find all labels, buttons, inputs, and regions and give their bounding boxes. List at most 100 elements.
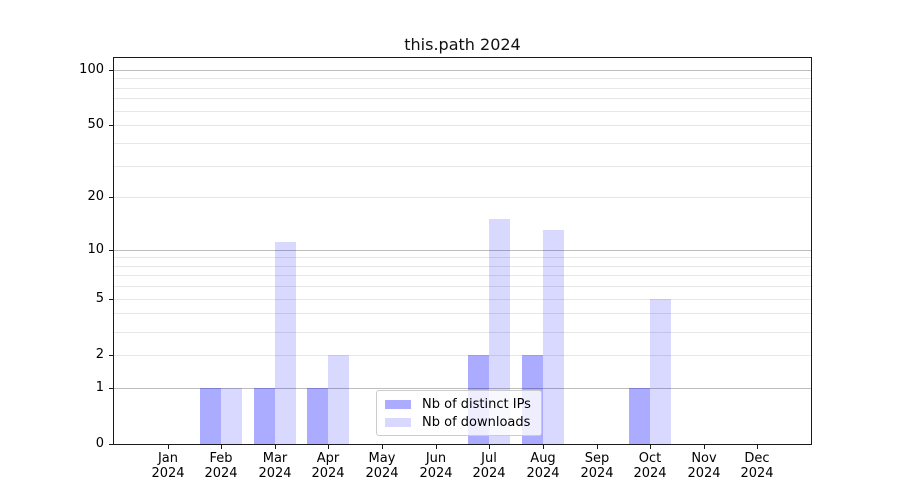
x-tick-label-month: Oct [638,451,662,466]
plot-area: Nb of distinct IPs Nb of downloads [114,58,811,444]
x-tick-label-month: Mar [262,451,288,466]
x-tick-label: Jun 2024 [400,451,472,481]
chart-title: this.path 2024 [404,35,521,54]
y-tick [109,388,113,389]
x-tick-label-month: Aug [530,451,556,466]
x-tick-label-month: Feb [209,451,233,466]
x-tick-label: Jul 2024 [453,451,525,481]
bar-downloads [650,299,671,444]
x-tick-label-month: Dec [744,451,770,466]
y-axis-left-spine [113,57,114,445]
minor-gridline [114,332,811,333]
legend: Nb of distinct IPs Nb of downloads [376,390,542,436]
y-tick [109,444,113,445]
x-axis-bottom-spine [113,444,812,445]
x-tick-label-month: Jun [425,451,447,466]
y-tick-label: 100 [79,62,104,77]
legend-item-distinct-ips: Nb of distinct IPs [385,395,541,413]
bar-downloads [489,219,510,444]
y-axis-right-spine [811,57,812,445]
x-tick-label: Oct 2024 [614,451,686,481]
minor-gridline [114,111,811,112]
minor-gridline [114,143,811,144]
x-tick [757,445,758,449]
y-tick-label: 20 [87,189,104,204]
y-tick-label: 5 [95,291,104,306]
y-tick [109,70,113,71]
x-tick [275,445,276,449]
y-tick [109,125,113,126]
minor-gridline [114,125,811,126]
minor-gridline [114,257,811,258]
minor-gridline [114,266,811,267]
bar-distinct-ips [307,388,328,444]
x-tick [382,445,383,449]
legend-swatch-downloads [385,417,411,427]
x-tick-label-year: 2024 [419,466,453,481]
y-tick-label: 2 [95,347,104,362]
x-tick-label: Feb 2024 [185,451,257,481]
x-tick [489,445,490,449]
x-tick-label-month: Jan [157,451,179,466]
major-gridline [114,388,811,389]
bar-downloads [275,242,296,444]
minor-gridline [114,299,811,300]
minor-gridline [114,313,811,314]
bar-distinct-ips [200,388,221,444]
minor-gridline [114,275,811,276]
x-tick-label-year: 2024 [151,466,185,481]
x-tick-label-year: 2024 [311,466,345,481]
minor-gridline [114,286,811,287]
x-tick-label: May 2024 [346,451,418,481]
x-tick-label-year: 2024 [204,466,238,481]
x-tick-label-year: 2024 [633,466,667,481]
y-tick [109,299,113,300]
x-tick-label-month: May [368,451,396,466]
legend-label-distinct-ips: Nb of distinct IPs [422,396,531,412]
y-tick-label: 1 [95,380,104,395]
minor-gridline [114,88,811,89]
x-axis-top-spine [113,57,812,58]
bar-downloads [543,230,564,444]
x-tick [650,445,651,449]
y-tick-label: 0 [95,436,104,451]
bar-downloads [221,388,242,444]
x-tick-label: Apr 2024 [292,451,364,481]
bar-distinct-ips [254,388,275,444]
x-tick [221,445,222,449]
x-tick [597,445,598,449]
legend-label-downloads: Nb of downloads [422,414,531,430]
x-tick-label: Aug 2024 [507,451,579,481]
x-tick-label-month: Apr [316,451,340,466]
x-tick-label-year: 2024 [472,466,506,481]
legend-item-downloads: Nb of downloads [385,413,541,431]
major-gridline [114,70,811,71]
bar-downloads [328,355,349,444]
x-tick [704,445,705,449]
y-tick [109,355,113,356]
bar-distinct-ips [629,388,650,444]
x-tick-label: Nov 2024 [668,451,740,481]
x-tick-label: Mar 2024 [239,451,311,481]
x-tick [543,445,544,449]
x-tick-label-year: 2024 [740,466,774,481]
y-tick-label: 50 [87,117,104,132]
x-tick-label-year: 2024 [580,466,614,481]
x-tick-label: Dec 2024 [721,451,793,481]
x-tick-label: Jan 2024 [132,451,204,481]
x-tick-label-year: 2024 [258,466,292,481]
minor-gridline [114,98,811,99]
y-tick-label: 10 [87,242,104,257]
minor-gridline [114,355,811,356]
minor-gridline [114,78,811,79]
x-tick [168,445,169,449]
x-tick-label: Sep 2024 [561,451,633,481]
x-tick-label-month: Nov [691,451,717,466]
x-tick-label-year: 2024 [687,466,721,481]
x-tick-label-year: 2024 [365,466,399,481]
x-tick-label-month: Sep [584,451,610,466]
x-tick-label-year: 2024 [526,466,560,481]
x-tick [328,445,329,449]
x-tick-label-month: Jul [481,451,497,466]
